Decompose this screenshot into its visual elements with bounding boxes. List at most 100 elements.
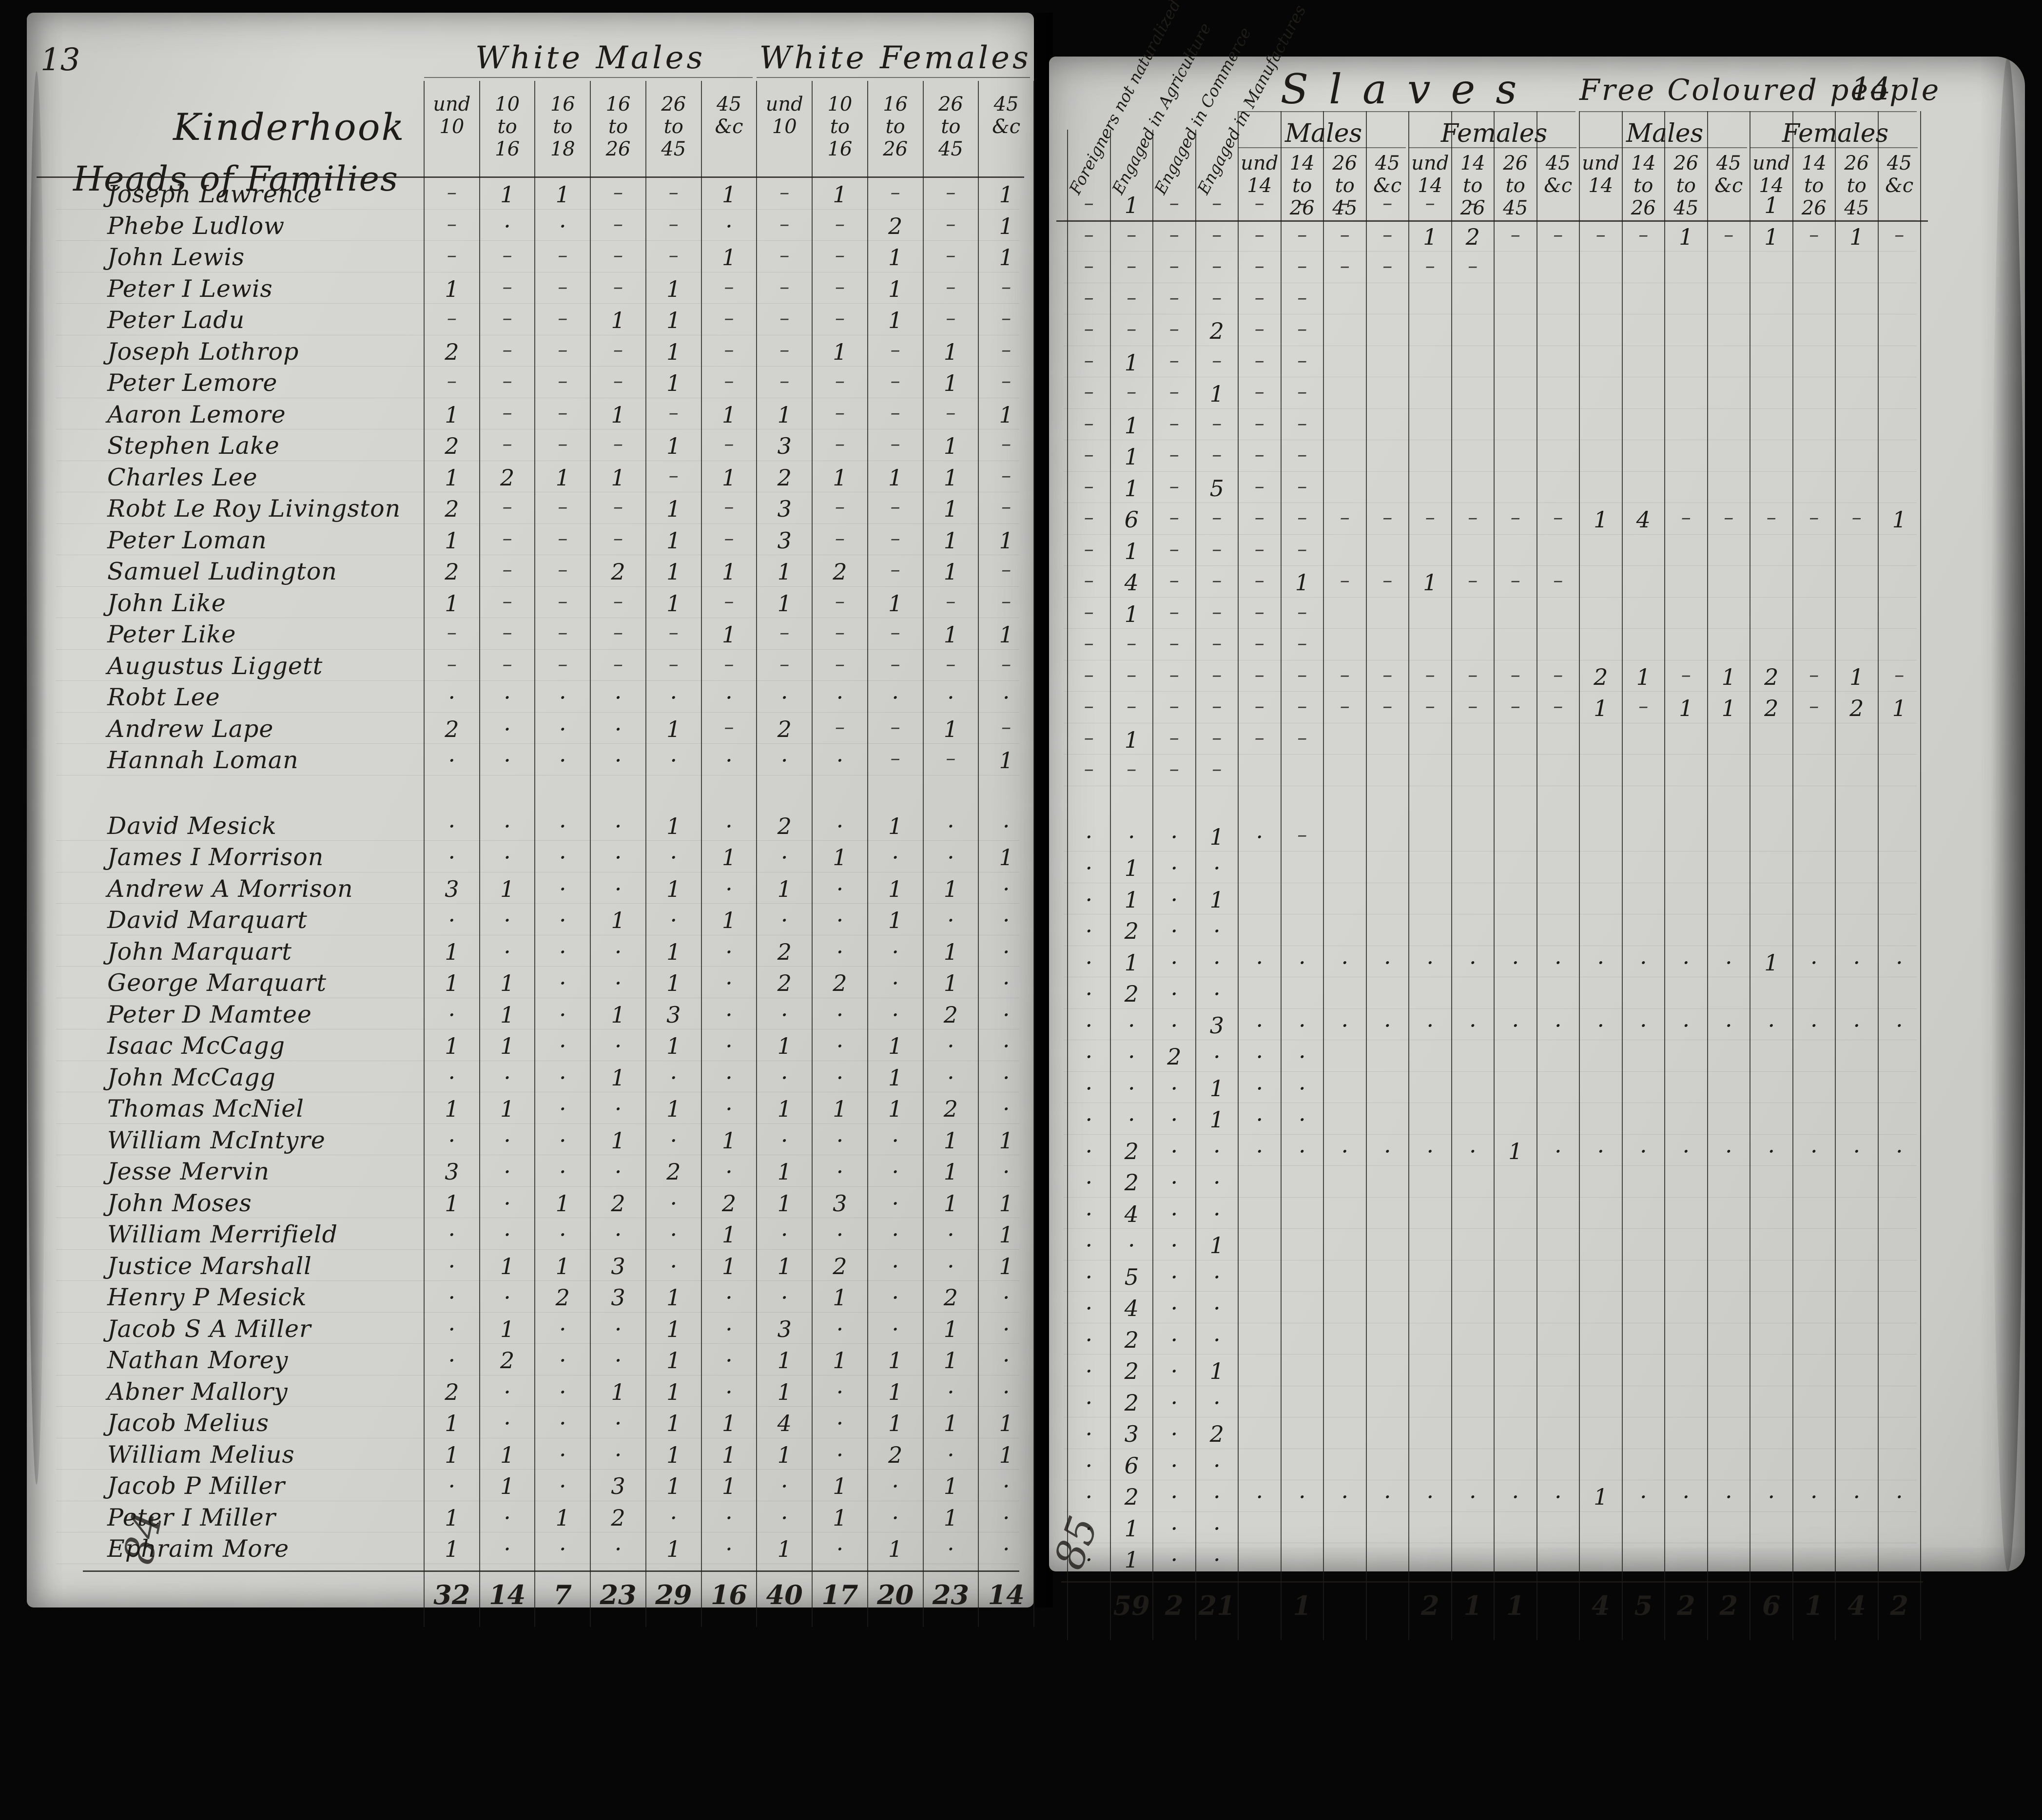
count-cell: 1 bbox=[721, 1253, 737, 1279]
count-cell: 1 bbox=[721, 181, 737, 208]
count-cell: – bbox=[1553, 506, 1563, 529]
count-cell: 1 bbox=[666, 1316, 681, 1342]
count-cell: – bbox=[613, 653, 623, 676]
count-cell: – bbox=[1681, 506, 1691, 529]
row-rule bbox=[56, 1123, 1019, 1124]
count-cell: – bbox=[1127, 318, 1137, 340]
count-cell: 1 bbox=[943, 433, 958, 459]
count-cell: – bbox=[779, 275, 790, 298]
column-total: 1 bbox=[1293, 1589, 1312, 1621]
column-total: 1 bbox=[1506, 1589, 1525, 1621]
count-cell: · bbox=[1170, 1358, 1178, 1384]
column-total: 2 bbox=[1890, 1589, 1909, 1621]
count-cell: · bbox=[1469, 1012, 1477, 1039]
count-cell: 1 bbox=[666, 338, 681, 365]
head-of-family-name: James I Morrison bbox=[107, 843, 324, 871]
count-cell: 1 bbox=[611, 1001, 625, 1028]
age-column-header: 26 to 45 bbox=[661, 93, 686, 160]
count-cell: – bbox=[1212, 758, 1222, 780]
count-cell: 1 bbox=[666, 813, 681, 839]
count-cell: · bbox=[559, 1096, 566, 1122]
count-cell: 1 bbox=[666, 1410, 681, 1436]
column-total: 32 bbox=[433, 1579, 470, 1610]
count-cell: 1 bbox=[721, 844, 737, 871]
head-of-family-name: Joseph Lawrence bbox=[107, 180, 322, 208]
count-cell: · bbox=[1170, 855, 1178, 881]
count-cell: 1 bbox=[445, 1504, 459, 1531]
count-cell: 1 bbox=[999, 1127, 1013, 1154]
count-cell: · bbox=[1170, 1421, 1178, 1447]
count-cell: – bbox=[946, 747, 956, 770]
count-cell: · bbox=[1213, 1515, 1221, 1542]
count-cell: – bbox=[1340, 192, 1350, 214]
count-cell: – bbox=[779, 370, 790, 392]
count-cell: – bbox=[1553, 663, 1563, 686]
row-rule bbox=[56, 1249, 1019, 1250]
count-cell: 1 bbox=[943, 621, 958, 648]
count-cell: 1 bbox=[445, 1096, 459, 1122]
row-rule bbox=[1064, 565, 1917, 566]
count-cell: – bbox=[1681, 663, 1691, 686]
count-cell: – bbox=[946, 213, 956, 235]
count-cell: · bbox=[1383, 1138, 1391, 1164]
count-cell: – bbox=[1297, 632, 1307, 655]
count-cell: 1 bbox=[777, 590, 792, 617]
count-cell: 1 bbox=[611, 464, 625, 491]
count-cell: 1 bbox=[555, 181, 570, 208]
count-cell: · bbox=[892, 1284, 899, 1311]
count-cell: – bbox=[1254, 726, 1264, 749]
count-cell: 1 bbox=[999, 621, 1013, 648]
count-cell: – bbox=[1084, 286, 1094, 309]
group-underline bbox=[1238, 147, 1406, 148]
age-column-header: 45 &c bbox=[1714, 152, 1743, 197]
count-cell: – bbox=[1254, 349, 1264, 372]
count-cell: – bbox=[835, 275, 845, 298]
count-cell: – bbox=[1084, 349, 1094, 372]
column-rule bbox=[1451, 111, 1452, 1640]
count-cell: – bbox=[502, 401, 512, 424]
column-rule bbox=[1835, 111, 1836, 1640]
count-cell: · bbox=[1085, 1515, 1093, 1542]
count-cell: – bbox=[724, 433, 734, 455]
count-cell: 2 bbox=[555, 1284, 570, 1311]
count-cell: · bbox=[892, 938, 899, 965]
count-cell: · bbox=[1298, 1484, 1306, 1510]
row-rule bbox=[56, 743, 1019, 744]
column-total: 14 bbox=[988, 1579, 1025, 1610]
count-cell: – bbox=[1169, 695, 1179, 717]
count-cell: 1 bbox=[445, 590, 459, 617]
head-of-family-name: Jacob P Miller bbox=[107, 1472, 285, 1500]
row-rule bbox=[56, 523, 1019, 524]
count-cell: 2 bbox=[943, 1096, 958, 1122]
count-cell: – bbox=[1766, 506, 1776, 529]
count-cell: – bbox=[1001, 590, 1011, 613]
count-cell: · bbox=[892, 684, 899, 711]
row-rule bbox=[1064, 628, 1917, 629]
count-cell: – bbox=[1001, 433, 1011, 455]
column-total: 4 bbox=[1591, 1589, 1610, 1621]
count-cell: · bbox=[947, 1064, 954, 1091]
head-of-family-name: John Marquart bbox=[107, 937, 292, 966]
count-cell: · bbox=[1213, 1547, 1221, 1573]
count-cell: 2 bbox=[1764, 663, 1779, 690]
count-cell: · bbox=[892, 1253, 899, 1279]
count-cell: · bbox=[1085, 1421, 1093, 1447]
head-of-family-name: Andrew A Morrison bbox=[107, 874, 353, 903]
count-cell: · bbox=[670, 684, 678, 711]
count-cell: 1 bbox=[721, 559, 737, 585]
head-of-family-name: Peter Like bbox=[107, 620, 236, 648]
count-cell: · bbox=[780, 1127, 788, 1154]
count-cell: 1 bbox=[721, 401, 737, 428]
count-cell: 2 bbox=[1124, 1358, 1139, 1384]
count-cell: · bbox=[614, 813, 622, 839]
count-cell: 1 bbox=[777, 1033, 792, 1059]
count-cell: – bbox=[1127, 255, 1137, 277]
count-cell: 1 bbox=[1423, 223, 1438, 250]
count-cell: 2 bbox=[1124, 1138, 1139, 1164]
count-cell: · bbox=[725, 1096, 733, 1122]
column-rule bbox=[1494, 111, 1495, 1640]
count-cell: 3 bbox=[666, 1001, 681, 1028]
count-cell: – bbox=[1510, 223, 1520, 246]
count-cell: · bbox=[1512, 949, 1519, 976]
count-cell: 2 bbox=[1465, 223, 1480, 250]
